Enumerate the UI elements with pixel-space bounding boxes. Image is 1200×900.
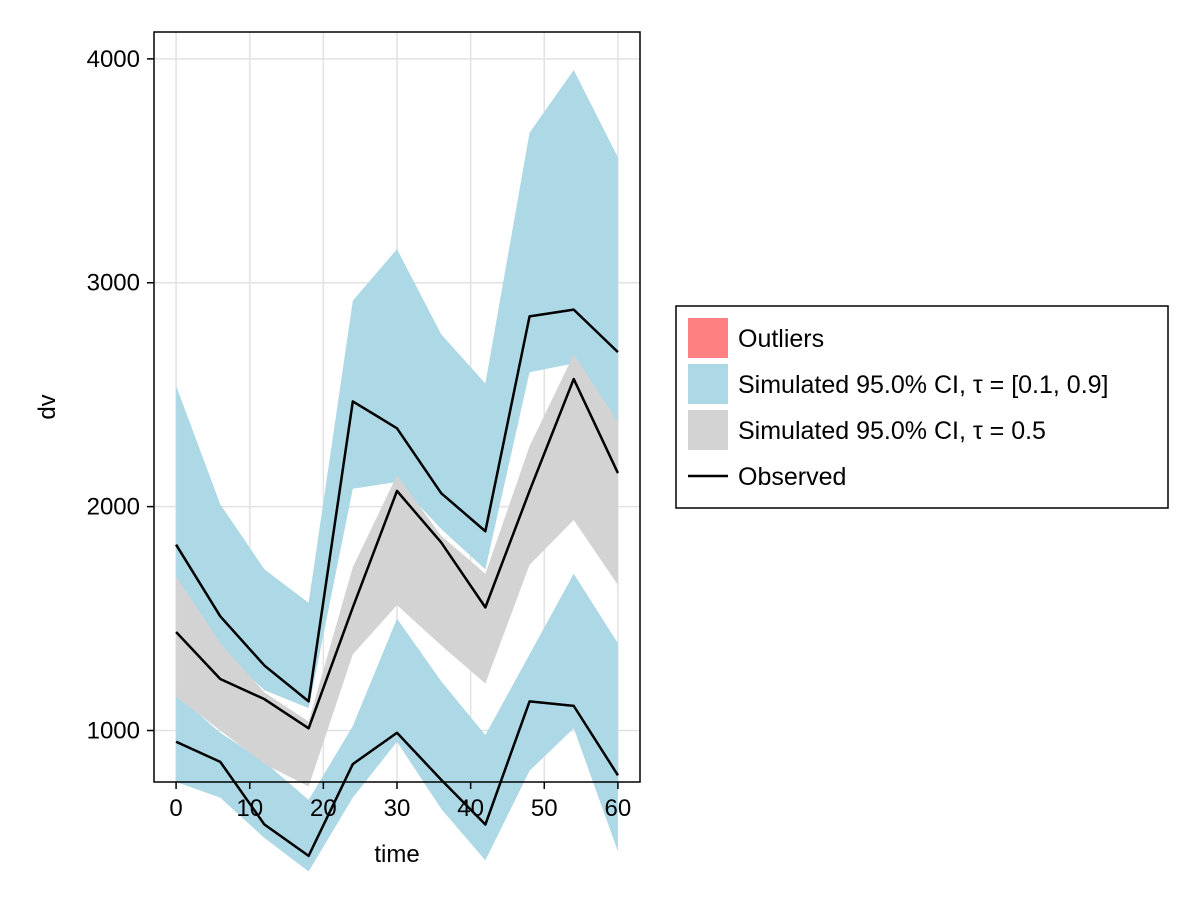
axis-ticks: 0 10 20 30 40 50 60 1000 2000 3000 4000 (87, 46, 632, 822)
x-axis-title: time (374, 841, 419, 868)
ci-band-q01 (176, 573, 618, 872)
legend-label-observed: Observed (738, 463, 846, 491)
ci-band-q05 (176, 354, 618, 787)
legend-frame (675, 305, 1169, 509)
legend-label-ci-outer: Simulated 95.0% CI, τ = [0.1, 0.9] (738, 371, 1109, 399)
legend-swatch-ci-outer (688, 364, 728, 404)
x-tick-label: 30 (384, 795, 411, 822)
ci-band-q09 (176, 70, 618, 709)
legend-label-ci-median: Simulated 95.0% CI, τ = 0.5 (738, 417, 1046, 445)
y-tick-label: 3000 (87, 270, 140, 297)
y-axis-title: dv (34, 394, 61, 419)
x-tick-label: 50 (531, 795, 558, 822)
y-tick-label: 4000 (87, 46, 140, 73)
x-tick-label: 10 (236, 795, 263, 822)
legend-swatch-ci-median (688, 410, 728, 450)
observed-lines (175, 308, 620, 858)
x-tick-label: 0 (169, 795, 182, 822)
y-tick-label: 2000 (87, 494, 140, 521)
observed-line-2 (175, 377, 620, 730)
legend-swatch-outliers (688, 318, 728, 358)
y-tick-label: 1000 (87, 718, 140, 745)
legend-label-outliers: Outliers (738, 325, 824, 353)
x-tick-label: 60 (605, 795, 632, 822)
ci-bands (176, 70, 618, 872)
legend: Outliers Simulated 95.0% CI, τ = [0.1, 0… (675, 305, 1169, 509)
observed-line-3 (175, 700, 619, 858)
x-tick-label: 40 (457, 795, 484, 822)
x-tick-label: 20 (310, 795, 337, 822)
observed-line-1 (175, 308, 619, 703)
